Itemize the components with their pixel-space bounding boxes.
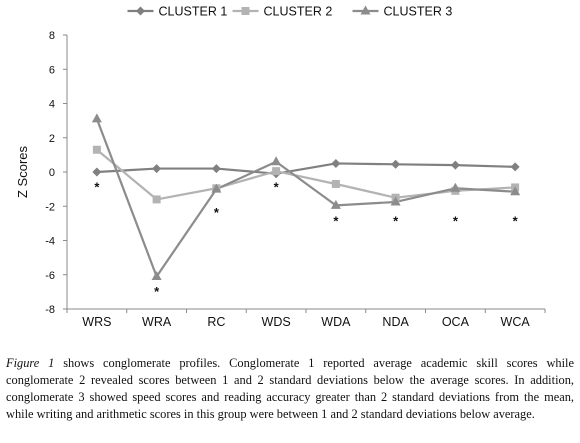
x-tick-label: WDA [321, 315, 351, 329]
y-tick-label: 6 [49, 64, 55, 76]
legend-label: CLUSTER 2 [264, 5, 333, 19]
data-point [331, 179, 340, 188]
legend-label: CLUSTER 1 [159, 5, 228, 19]
data-point [272, 167, 281, 176]
legend-marker [136, 6, 145, 16]
significance-asterisk: * [274, 179, 280, 194]
data-point [211, 183, 222, 193]
y-axis-label: Z Scores [15, 145, 30, 198]
data-point [390, 196, 401, 206]
series-line [95, 118, 516, 278]
y-tick-label: 4 [49, 99, 55, 111]
data-point [211, 164, 221, 174]
x-tick-label: WCA [501, 315, 531, 329]
series-line [96, 148, 516, 201]
data-point [91, 113, 102, 123]
significance-asterisk: * [333, 214, 339, 229]
figure-caption: Figure 1 shows conglomerate profiles. Co… [6, 355, 574, 423]
significance-asterisk: * [154, 284, 160, 299]
line-chart: CLUSTER 1 CLUSTER 2 CLUSTER 3 8 6 4 2 0 -2 -4 -6 -… [15, 5, 546, 329]
legend-marker [360, 5, 371, 15]
legend-item: CLUSTER 1 [127, 5, 228, 19]
y-tick-label: 0 [49, 167, 55, 179]
significance-asterisk: * [393, 214, 399, 229]
x-tick-label: WRA [142, 315, 172, 329]
data-point [510, 186, 521, 196]
chart-legend: CLUSTER 1 CLUSTER 2 CLUSTER 3 [127, 5, 453, 19]
figure-label: Figure 1 [6, 356, 55, 370]
data-point [92, 145, 101, 154]
legend-label: CLUSTER 3 [384, 5, 453, 19]
series-markers [91, 113, 521, 280]
x-tick-label: RC [207, 315, 225, 329]
significance-marks: * * * * * * * * [94, 179, 518, 298]
data-point [450, 160, 460, 170]
series-line [96, 162, 516, 175]
series-lines [95, 118, 516, 278]
data-point [271, 156, 282, 166]
x-tick-label: WRS [82, 315, 111, 329]
data-point [450, 182, 461, 192]
legend-item: CLUSTER 2 [232, 5, 333, 19]
x-tick-label: NDA [382, 315, 409, 329]
data-point [510, 162, 520, 172]
y-tick-label: -4 [45, 236, 55, 248]
y-tick-label: 8 [49, 30, 55, 42]
significance-asterisk: * [453, 214, 459, 229]
y-axis: 8 6 4 2 0 -2 -4 -6 -8 [45, 30, 68, 316]
x-tick-label: WDS [262, 315, 291, 329]
y-tick-label: -6 [45, 270, 55, 282]
data-point [391, 159, 401, 169]
legend-marker [241, 7, 250, 15]
y-tick-label: -2 [45, 201, 55, 213]
data-point [152, 164, 162, 174]
data-point [152, 195, 161, 204]
significance-asterisk: * [214, 205, 220, 220]
significance-asterisk: * [513, 214, 519, 229]
significance-asterisk: * [94, 179, 100, 194]
data-point [331, 158, 341, 168]
x-tick-label: OCA [442, 315, 470, 329]
y-tick-label: -8 [45, 304, 55, 316]
legend-item: CLUSTER 3 [352, 5, 453, 19]
caption-text: shows conglomerate profiles. Conglomerat… [6, 356, 574, 421]
data-point [151, 270, 162, 280]
data-point [330, 199, 341, 209]
y-tick-label: 2 [49, 133, 55, 145]
x-axis: WRS WRA RC WDS WDA NDA OCA WCA [66, 308, 546, 329]
data-point [92, 167, 102, 177]
